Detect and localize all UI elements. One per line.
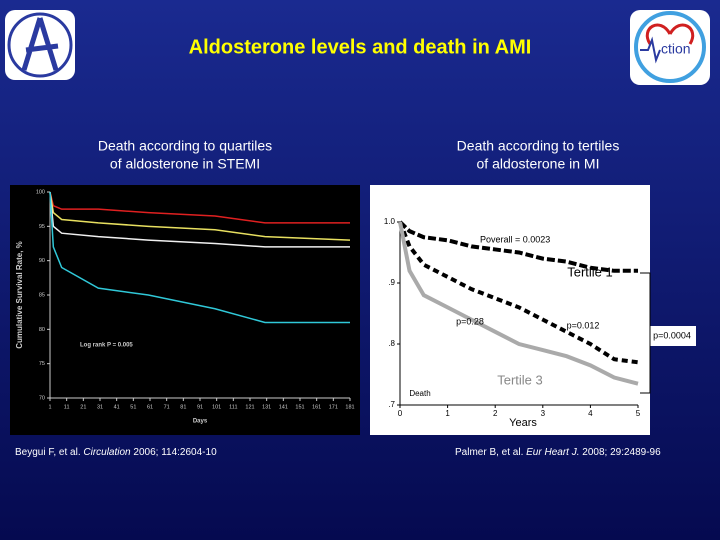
x-tick-label: 4 xyxy=(588,409,593,418)
series-line xyxy=(398,221,639,365)
x-tick-label: 171 xyxy=(329,404,338,410)
citation-journal: Eur Heart J. xyxy=(526,447,579,458)
chart-title: Death according to tertiles xyxy=(457,138,620,154)
plot-background xyxy=(370,185,650,435)
y-tick-label: 75 xyxy=(39,361,45,367)
chart-title: of aldosterone in STEMI xyxy=(110,156,260,172)
x-axis-label: Days xyxy=(193,419,208,425)
annotation: p=0.012 xyxy=(567,320,600,330)
series-line xyxy=(49,191,351,241)
chart: Death according to tertiles of aldosteron… xyxy=(370,138,696,458)
series-line xyxy=(49,191,350,224)
x-tick-label: 91 xyxy=(197,404,203,410)
y-tick-label: 100 xyxy=(36,189,45,195)
y-tick-label: 80 xyxy=(39,327,45,333)
series-line xyxy=(49,191,350,324)
bracket xyxy=(640,272,651,394)
x-axis-label: Years xyxy=(509,417,537,429)
citation-ref: 2006; 114:2604-10 xyxy=(131,447,217,458)
y-tick-label: 95 xyxy=(39,224,45,230)
annotation: p=0.0004 xyxy=(653,330,691,340)
plot-background xyxy=(10,185,360,435)
chart: Death according to quartiles of aldostero… xyxy=(10,138,360,458)
x-tick-label: 51 xyxy=(130,404,136,410)
citation-authors: Palmer B, et al. xyxy=(455,447,526,458)
citation-journal: Circulation xyxy=(83,447,131,458)
series-line xyxy=(49,191,350,248)
x-tick-label: 0 xyxy=(398,409,403,418)
x-tick-label: 111 xyxy=(229,404,237,410)
y-tick-label: 70 xyxy=(39,395,45,401)
x-tick-label: 1 xyxy=(445,409,450,418)
citation: Beygui F, et al. Circulation 2006; 114:2… xyxy=(15,447,217,458)
x-tick-label: 71 xyxy=(164,404,170,410)
y-tick-label: .8 xyxy=(388,339,395,348)
chart-title: of aldosterone in MI xyxy=(477,156,600,172)
x-tick-label: 5 xyxy=(636,409,641,418)
x-tick-label: 131 xyxy=(262,404,271,410)
x-tick-label: 121 xyxy=(245,404,254,410)
right-logo: ction xyxy=(630,10,710,85)
x-tick-label: 141 xyxy=(279,404,288,410)
annotation: Death xyxy=(409,389,430,398)
citation-authors: Beygui F, et al. xyxy=(15,447,83,458)
slide-title: Aldosterone levels and death in AMI xyxy=(189,36,532,58)
y-tick-label: .7 xyxy=(388,400,395,409)
x-tick-label: 1 xyxy=(48,404,51,410)
annotation: Tertile 1 xyxy=(567,264,613,279)
x-tick-label: 101 xyxy=(212,404,221,410)
citation: Palmer B, et al. Eur Heart J. 2008; 29:2… xyxy=(455,447,661,458)
label-background xyxy=(648,326,696,346)
citation-ref: 2008; 29:2489-96 xyxy=(580,447,662,458)
x-tick-label: 2 xyxy=(493,409,498,418)
x-tick-label: 41 xyxy=(114,404,120,410)
left-logo xyxy=(5,10,75,80)
annotation: Tertile 3 xyxy=(497,372,543,387)
y-tick-label: 90 xyxy=(39,258,45,264)
y-axis-label: Cumulative Survival Rate, % xyxy=(15,241,24,349)
x-tick-label: 11 xyxy=(64,404,70,410)
annotation: Log rank P = 0.005 xyxy=(80,343,133,349)
x-tick-label: 81 xyxy=(180,404,186,410)
x-tick-label: 3 xyxy=(541,409,546,418)
logo-text: ction xyxy=(661,41,691,57)
series-line xyxy=(398,221,639,386)
x-tick-label: 181 xyxy=(345,404,354,410)
x-tick-label: 161 xyxy=(312,404,321,410)
chart-title: Death according to quartiles xyxy=(98,138,272,154)
y-tick-label: 85 xyxy=(39,292,45,298)
x-tick-label: 31 xyxy=(97,404,103,410)
annotation: Poverall = 0.0023 xyxy=(480,234,550,244)
y-tick-label: .9 xyxy=(388,278,395,287)
series-line xyxy=(398,220,638,273)
x-tick-label: 21 xyxy=(80,404,86,410)
x-tick-label: 61 xyxy=(147,404,153,410)
x-tick-label: 151 xyxy=(295,404,304,410)
annotation: p=0.28 xyxy=(456,316,484,326)
y-tick-label: 1.0 xyxy=(384,217,396,226)
